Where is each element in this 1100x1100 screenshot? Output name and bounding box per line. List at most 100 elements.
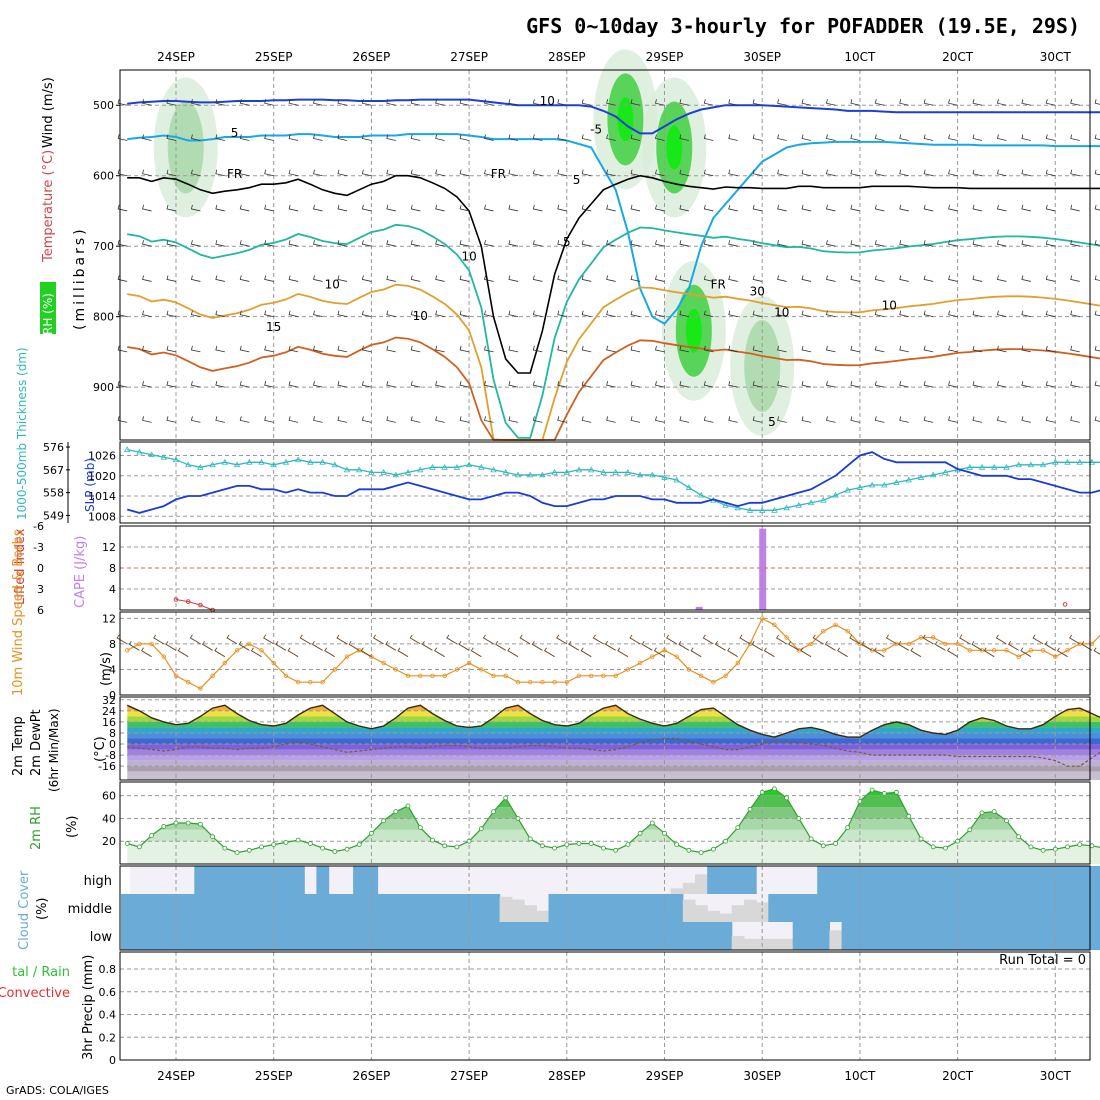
surface-wind-barb [372, 634, 384, 645]
wind-barb [532, 134, 543, 141]
wind-barb [386, 99, 396, 106]
rh-2m-marker [271, 842, 277, 847]
wind-speed-marker [760, 616, 765, 621]
cloud-cell [1000, 894, 1014, 922]
top-day-label: 10CT [844, 50, 876, 64]
temp-axis-label: 2m Temp [11, 716, 26, 776]
wind-speed-marker [564, 680, 569, 685]
wind-barb [703, 240, 714, 247]
cloud-cell [792, 922, 806, 950]
thickness-marker [685, 484, 693, 490]
wind-barb [337, 204, 348, 212]
wind-barb [801, 240, 812, 247]
surface-wind-barb [946, 647, 958, 658]
wind-barb [435, 275, 445, 282]
temp-color-band [127, 727, 1100, 733]
contour-label: 5 [231, 126, 239, 140]
wind-barb [728, 416, 738, 423]
surface-wind-barb [788, 641, 800, 651]
wind-barb [972, 204, 983, 212]
wind-barb [581, 169, 592, 177]
cloud-cell [670, 894, 684, 922]
cloud-cell [536, 922, 550, 950]
thickness-tick-label: 558 [43, 487, 64, 500]
wind-barb [1021, 345, 1031, 353]
surface-wind-barb [250, 647, 262, 658]
panel-frame-temp [119, 696, 1091, 781]
thickness-marker [893, 479, 900, 485]
wind-barb [532, 345, 543, 353]
wind-barb [825, 381, 836, 388]
wind-barb [313, 204, 323, 212]
wind-barb [923, 169, 934, 177]
rh-2m-marker [625, 842, 631, 847]
cloud-cell [927, 894, 940, 922]
cloud-cell [438, 894, 452, 922]
wind-barb [313, 99, 323, 106]
cloud-cell [292, 922, 305, 950]
wind-barb [972, 310, 983, 318]
wind-barb [777, 204, 787, 212]
cloud-cell [817, 894, 830, 922]
surface-wind-barb [751, 641, 763, 651]
cloud-cell [902, 922, 916, 950]
wind-barb [410, 345, 421, 353]
wind-barb [435, 381, 445, 388]
rh-2m-marker [1028, 844, 1034, 850]
rh-2m-marker [503, 795, 509, 801]
wind-barb [288, 240, 299, 247]
temp-color-band [127, 766, 1100, 772]
temp-color-band [127, 716, 1100, 722]
rh-2m-marker [930, 844, 936, 850]
wind-barb [777, 345, 787, 353]
wind-barb [972, 381, 983, 388]
lifted-index-line [175, 599, 213, 611]
rh-tick-label: 20 [102, 835, 116, 848]
wind-barb [606, 416, 616, 423]
precip-tick-label: 0.2 [99, 1031, 117, 1044]
bottom-day-label: 28SEP [548, 1069, 586, 1083]
cloud-cell [841, 866, 855, 894]
precip-tick-label: 0.6 [99, 986, 117, 999]
rh-2m-marker [845, 825, 851, 830]
wind-barb [801, 204, 812, 212]
wind-barb [1021, 169, 1031, 177]
wind-speed-marker [698, 673, 704, 678]
wind-barb [313, 275, 323, 282]
cloud-cell [743, 938, 757, 950]
cloud-cell [231, 894, 244, 922]
wind-barb [410, 310, 421, 318]
cloud-cell [1061, 894, 1075, 922]
cloud-row-label: high [84, 874, 112, 889]
rh-2m-marker [405, 803, 411, 809]
cloud-cell [939, 866, 953, 894]
wind-barb [239, 204, 250, 212]
wind-barb [215, 275, 225, 282]
wind-speed-marker [357, 648, 362, 653]
wind-barb [166, 416, 177, 423]
wind-speed-marker [979, 648, 985, 653]
precip-tick-label: 0.8 [99, 963, 117, 976]
wind-barb [923, 416, 934, 423]
rh-color-band [127, 818, 1100, 830]
wind-barb [728, 310, 738, 318]
rh-2m-marker [466, 838, 472, 844]
wind-barb [484, 275, 494, 282]
wind-barb [288, 381, 299, 388]
wind-barb [606, 310, 616, 318]
wind-axis-label: Wind (m/s) [41, 77, 56, 148]
lifted-index-point [1062, 602, 1068, 607]
thickness-marker [588, 466, 595, 473]
cloud-cell [1012, 894, 1026, 922]
cloud-cell [304, 922, 317, 950]
rh-2m-marker [161, 824, 167, 829]
dewpoint-2m-line [127, 737, 1100, 767]
thickness-marker [929, 471, 937, 478]
surface-wind-barb [397, 647, 409, 658]
wind-barb [655, 169, 665, 177]
wind-barb [630, 204, 641, 212]
wind-barb [1045, 416, 1056, 423]
thickness-marker [319, 458, 326, 465]
wind-speed-line [126, 617, 1100, 690]
wind-barb [606, 275, 616, 282]
